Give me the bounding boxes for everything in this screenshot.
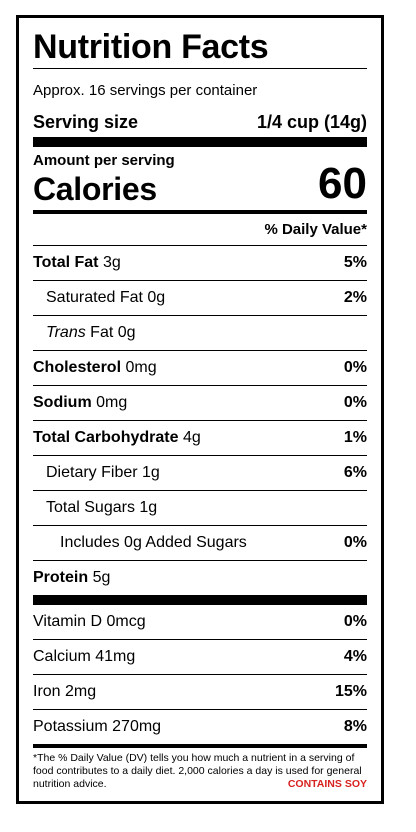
calories-block: Amount per serving Calories 60 [33,147,367,210]
vitamin-dv: 0% [343,613,367,630]
nutrient-name: Total Carbohydrate [33,429,179,446]
nutrient-row-saturated-fat: Saturated Fat 0g 2% [33,281,367,315]
divider-thick [33,595,367,605]
nutrient-row-total-sugars: Total Sugars 1g [33,491,367,525]
amount-per-serving-label: Amount per serving [33,152,175,169]
nutrient-row-total-fat: Total Fat 3g 5% [33,246,367,280]
nutrient-dv: 2% [343,289,367,306]
vitamin-row-vitamin-d: Vitamin D 0mcg 0% [33,605,367,639]
serving-size-row: Serving size 1/4 cup (14g) [33,107,367,137]
serving-size-value: 1/4 cup (14g) [256,112,367,132]
allergen-statement: CONTAINS SOY [287,778,367,790]
nutrient-amount: 0mg [125,359,157,376]
vitamin-amount: 2mg [65,683,97,700]
nutrient-name: Total Sugars [46,499,135,516]
nutrition-facts-label: Nutrition Facts Approx. 16 servings per … [16,15,384,804]
nutrient-name: Protein [33,569,89,586]
vitamin-dv: 15% [334,683,367,700]
nutrient-row-cholesterol: Cholesterol 0mg 0% [33,351,367,385]
divider-medium [33,210,367,214]
nutrient-name: Fat [90,324,114,341]
divider [33,68,367,69]
label-title: Nutrition Facts [33,28,269,66]
vitamin-dv: 8% [343,718,367,735]
nutrient-row-dietary-fiber: Dietary Fiber 1g 6% [33,456,367,490]
nutrient-amount: 4g [182,429,201,446]
vitamin-row-calcium: Calcium 41mg 4% [33,640,367,674]
vitamin-amount: 0mcg [106,613,146,630]
vitamin-name: Vitamin D [33,613,103,630]
nutrient-row-trans-fat: Trans Fat 0g [33,316,367,350]
nutrient-dv: 5% [343,254,367,271]
nutrient-amount: 0g [147,289,166,306]
nutrient-name: Dietary Fiber [46,464,138,481]
footnote: *The % Daily Value (DV) tells you how mu… [33,748,367,791]
vitamin-name: Iron [33,683,61,700]
nutrient-row-added-sugars: Includes 0g Added Sugars 0% [33,526,367,560]
nutrient-amount: 3g [102,254,121,271]
vitamin-amount: 270mg [112,718,162,735]
nutrient-name: Saturated Fat [46,289,143,306]
calories-value: 60 [318,159,367,208]
vitamin-name: Potassium [33,718,108,735]
vitamin-row-iron: Iron 2mg 15% [33,675,367,709]
nutrient-dv: 0% [343,394,367,411]
nutrient-dv: 1% [343,429,367,446]
footnote-text: *The % Daily Value (DV) tells you how mu… [33,752,362,790]
nutrient-dv: 0% [343,534,367,551]
servings-per-container: Approx. 16 servings per container [33,82,258,99]
nutrient-amount: 0g [117,324,136,341]
nutrient-amount: 0mg [96,394,128,411]
nutrient-row-total-carbohydrate: Total Carbohydrate 4g 1% [33,421,367,455]
nutrient-amount: 1g [139,499,158,516]
calories-label: Calories [33,171,157,207]
divider-medium [33,744,367,748]
nutrient-name: Sodium [33,394,92,411]
nutrient-dv: 0% [343,359,367,376]
nutrient-name: Includes 0g Added Sugars [60,534,247,551]
nutrient-row-protein: Protein 5g [33,561,367,595]
divider-thick [33,137,367,147]
vitamin-name: Calcium [33,648,91,665]
nutrient-name-italic: Trans [46,324,86,341]
vitamin-amount: 41mg [95,648,136,665]
nutrient-amount: 5g [92,569,111,586]
vitamin-dv: 4% [343,648,367,665]
vitamin-row-potassium: Potassium 270mg 8% [33,710,367,744]
serving-size-label: Serving size [33,112,139,132]
nutrient-name: Cholesterol [33,359,122,376]
nutrient-amount: 1g [142,464,160,481]
daily-value-header: % Daily Value* [264,221,367,238]
nutrient-dv: 6% [343,464,367,481]
nutrient-row-sodium: Sodium 0mg 0% [33,386,367,420]
nutrient-name: Total Fat [33,254,99,271]
